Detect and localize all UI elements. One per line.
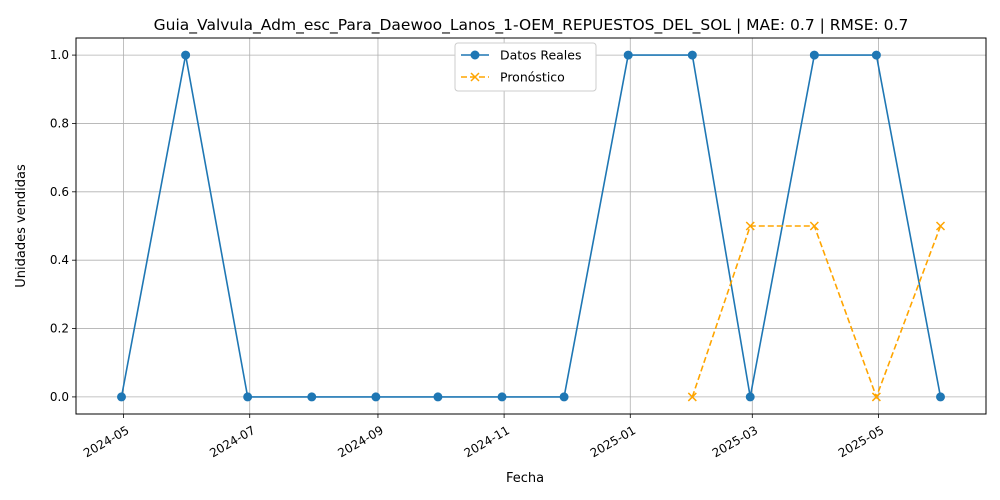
plot-frame xyxy=(75,37,987,415)
data-point-datos-reales xyxy=(809,50,819,60)
series-line-datos-reales xyxy=(120,54,942,398)
y-tick-label: 0.4 xyxy=(50,253,69,267)
y-axis-label: Unidades vendidas xyxy=(14,164,29,288)
y-tick-label: 0.8 xyxy=(50,116,69,130)
data-point-datos-reales xyxy=(687,50,697,60)
grid xyxy=(76,38,986,414)
legend-label-datos-reales: Datos Reales xyxy=(500,48,581,63)
y-tick-label: 1.0 xyxy=(50,48,69,62)
data-point-pronostico xyxy=(871,392,881,402)
y-tick-label: 0.0 xyxy=(50,390,69,404)
series-layer xyxy=(117,50,946,402)
data-point-datos-reales xyxy=(559,392,569,402)
data-point-datos-reales xyxy=(307,392,317,402)
data-point-datos-reales xyxy=(936,392,945,402)
data-point-datos-reales xyxy=(243,392,253,402)
data-point-pronostico xyxy=(745,221,755,231)
y-axis: 0.0 0.2 0.4 0.6 0.8 1.0 xyxy=(50,48,76,404)
data-point-datos-reales xyxy=(497,392,507,402)
y-tick-label: 0.6 xyxy=(50,185,69,199)
data-point-pronostico xyxy=(935,221,946,231)
legend-box xyxy=(454,42,597,92)
data-point-pronostico xyxy=(809,221,819,231)
data-point-datos-reales xyxy=(745,392,755,402)
x-axis-label: Fecha xyxy=(506,471,544,486)
data-point-datos-reales xyxy=(433,392,443,402)
legend-marker-pronostico xyxy=(470,72,480,82)
chart-title: Guia_Valvula_Adm_esc_Para_Daewoo_Lanos_1… xyxy=(154,16,909,35)
data-point-datos-reales xyxy=(623,50,633,60)
legend-entries: Datos Reales Pronóstico xyxy=(461,48,581,85)
series-datos-reales xyxy=(117,50,945,402)
data-point-datos-reales xyxy=(871,50,881,60)
data-point-pronostico xyxy=(687,392,697,402)
y-tick-label: 0.2 xyxy=(50,322,69,336)
legend-label-pronostico: Pronóstico xyxy=(500,70,565,85)
legend: Datos Reales Pronóstico xyxy=(454,42,597,92)
data-point-datos-reales xyxy=(181,50,191,60)
data-point-datos-reales xyxy=(371,392,381,402)
series-pronostico xyxy=(687,221,946,402)
legend-marker-datos-reales xyxy=(470,50,480,60)
data-point-datos-reales xyxy=(117,392,126,402)
